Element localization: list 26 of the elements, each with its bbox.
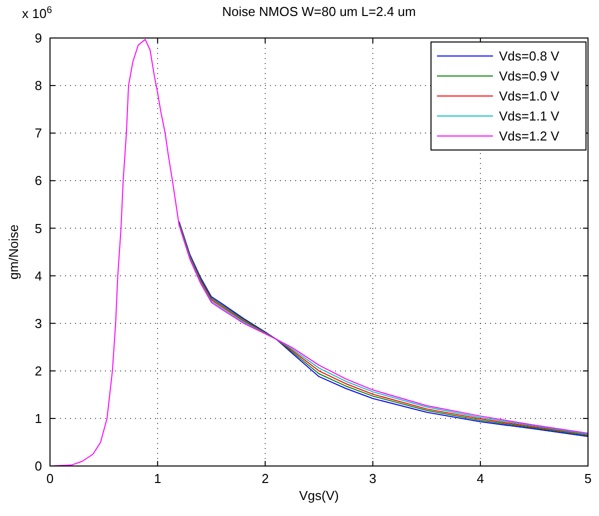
legend-label: Vds=1.0 V — [499, 88, 560, 104]
x-tick-label: 1 — [154, 471, 162, 486]
x-tick-label: 2 — [262, 471, 269, 486]
legend-label: Vds=0.8 V — [499, 48, 560, 64]
x-tick-label: 5 — [584, 471, 592, 486]
y-tick-label: 5 — [34, 220, 42, 236]
line-series — [50, 38, 588, 466]
legend-label: Vds=1.1 V — [499, 108, 560, 124]
y-tick-label: 1 — [34, 410, 42, 426]
x-tick-label: 4 — [476, 471, 484, 486]
y-tick-label: 0 — [34, 458, 42, 474]
y-axis-title: gm/Noise — [6, 224, 21, 280]
legend-label: Vds=0.9 V — [499, 68, 560, 84]
y-tick-label: 7 — [34, 126, 42, 141]
y-tick-label: 3 — [34, 316, 42, 331]
y-tick-label: 2 — [34, 363, 42, 378]
chart-title: Noise NMOS W=80 um L=2.4 um — [222, 4, 416, 19]
y-tick-label: 9 — [34, 30, 42, 46]
y-tick-label: 6 — [34, 173, 42, 188]
legend-label: Vds=1.2 V — [499, 128, 560, 144]
y-tick-label: 8 — [34, 78, 42, 94]
x-tick-label: 3 — [369, 471, 376, 486]
text: x 10$^{6}$ — [22, 4, 52, 21]
x-axis-title: Vgs(V) — [299, 488, 339, 503]
x-tick-label: 0 — [46, 471, 54, 486]
y-tick-label: 4 — [34, 268, 42, 284]
